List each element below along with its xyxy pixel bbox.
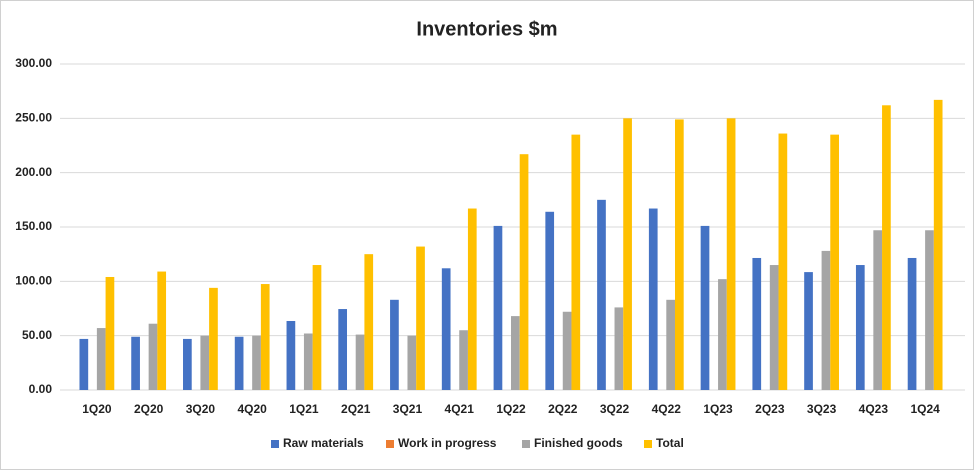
bar [519, 154, 529, 390]
bar [821, 250, 831, 390]
bar [830, 134, 839, 390]
legend-swatch [386, 440, 394, 448]
bar [157, 271, 167, 390]
bar [545, 211, 555, 390]
bar [666, 299, 675, 390]
bar [260, 284, 270, 390]
bar [674, 119, 684, 391]
legend-swatch [522, 440, 530, 448]
x-tick-label: 3Q20 [186, 402, 216, 416]
bar [338, 309, 348, 390]
legend-label: Finished goods [534, 436, 623, 450]
x-tick-label: 3Q21 [393, 402, 423, 416]
bar [148, 323, 158, 390]
bar [441, 268, 451, 390]
x-tick-label: 1Q23 [703, 402, 733, 416]
bar [597, 199, 606, 390]
x-tick-label: 2Q21 [341, 402, 371, 416]
bar [312, 265, 322, 390]
bar [873, 230, 883, 390]
bar [79, 338, 89, 390]
x-tick-label: 3Q22 [600, 402, 630, 416]
bar [234, 336, 244, 390]
x-tick-label: 4Q23 [859, 402, 889, 416]
x-tick-label: 4Q20 [237, 402, 267, 416]
bar [96, 328, 106, 390]
x-tick-label: 4Q22 [652, 402, 682, 416]
y-tick-label: 300.00 [15, 56, 52, 70]
x-tick-label: 2Q22 [548, 402, 578, 416]
bar [407, 335, 417, 390]
x-tick-label: 2Q20 [134, 402, 164, 416]
bar [511, 316, 520, 390]
bar [623, 118, 632, 390]
bar [907, 257, 917, 390]
bar [700, 225, 710, 390]
y-tick-label: 0.00 [29, 382, 53, 396]
legend-swatch [271, 440, 279, 448]
x-tick-label: 3Q23 [807, 402, 837, 416]
bar [804, 272, 813, 390]
bar [131, 336, 140, 390]
bar [933, 99, 943, 391]
x-tick-label: 4Q21 [445, 402, 475, 416]
bar [752, 257, 762, 390]
y-tick-label: 50.00 [22, 328, 52, 342]
bar [355, 334, 365, 390]
bar [571, 134, 581, 390]
bar [614, 307, 624, 390]
legend-label: Work in progress [398, 436, 497, 450]
x-tick-label: 1Q20 [82, 402, 112, 416]
bar [778, 133, 788, 390]
bar [416, 246, 425, 390]
x-tick-label: 1Q21 [289, 402, 319, 416]
bar [183, 338, 192, 390]
bar [252, 335, 261, 390]
bar [493, 225, 503, 390]
bar [467, 208, 477, 390]
bar [562, 311, 572, 390]
bar [648, 208, 658, 390]
bar [925, 230, 934, 390]
bar [105, 276, 115, 390]
y-tick-label: 150.00 [15, 219, 52, 233]
x-tick-label: 2Q23 [755, 402, 785, 416]
bar [769, 265, 779, 390]
bar [459, 330, 468, 390]
bar [882, 105, 891, 390]
bar [209, 287, 218, 390]
legend-label: Raw materials [283, 436, 364, 450]
bar [855, 265, 865, 390]
legend-label: Total [656, 436, 684, 450]
bar [390, 299, 399, 390]
bar [286, 320, 296, 390]
legend-swatch [644, 440, 652, 448]
chart-title: Inventories $m [416, 18, 557, 40]
bar [726, 118, 736, 390]
x-tick-label: 1Q24 [910, 402, 940, 416]
bar [200, 335, 210, 390]
bar [718, 279, 727, 390]
y-tick-label: 100.00 [15, 274, 52, 288]
bar [364, 254, 374, 390]
x-tick-label: 1Q22 [496, 402, 526, 416]
bar [303, 333, 313, 390]
y-tick-label: 200.00 [15, 165, 52, 179]
y-tick-label: 250.00 [15, 111, 52, 125]
